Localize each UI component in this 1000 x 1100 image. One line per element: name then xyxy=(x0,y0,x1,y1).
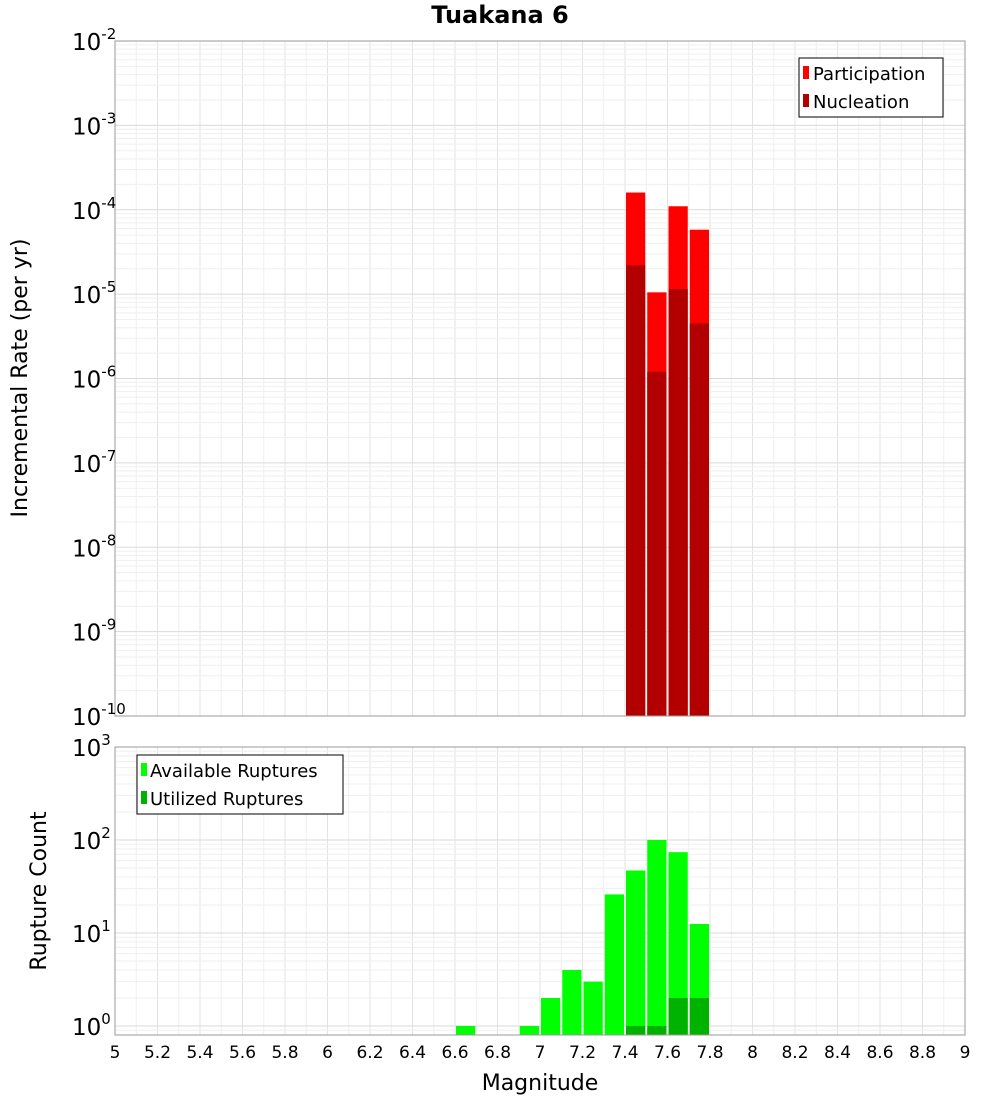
x-tick-label: 8.8 xyxy=(909,1043,936,1063)
bar-available-ruptures xyxy=(604,894,624,1035)
count-y-tick-label: 101 xyxy=(72,917,111,948)
rate-y-tick-label: 10-4 xyxy=(72,194,116,225)
rate-legend: Participation Nucleation xyxy=(798,57,944,118)
bar-utilized-ruptures xyxy=(647,1025,667,1035)
bar-available-ruptures xyxy=(583,981,603,1035)
x-tick-label: 6.8 xyxy=(484,1043,511,1063)
rate-y-tick-label: 10-9 xyxy=(72,616,116,647)
bar-nucleation xyxy=(668,289,688,716)
rate-y-ticks: 10-10 10-9 10-8 10-7 10-6 10-5 10-4 10-3 10-2 xyxy=(72,25,126,731)
count-legend-box xyxy=(136,754,344,815)
legend-swatch-participation xyxy=(803,66,809,79)
x-tick-label: 8 xyxy=(747,1043,758,1063)
x-tick-label: 6.6 xyxy=(441,1043,468,1063)
rate-bars xyxy=(626,192,709,717)
bar-nucleation xyxy=(647,371,667,716)
bar-utilized-ruptures xyxy=(668,997,688,1035)
count-bars xyxy=(456,839,709,1035)
rate-legend-box xyxy=(798,57,944,118)
count-y-ticks: 100 101 102 103 xyxy=(72,731,111,1041)
count-y-tick-label: 103 xyxy=(72,731,111,762)
rate-y-tick-label: 10-2 xyxy=(72,25,116,56)
x-tick-label: 7.4 xyxy=(611,1043,638,1063)
rate-plot-frame xyxy=(114,40,966,717)
x-tick-label: 5.6 xyxy=(229,1043,256,1063)
x-tick-label: 5.4 xyxy=(186,1043,213,1063)
x-tick-label: 6.4 xyxy=(399,1043,426,1063)
legend-label-nucleation: Nucleation xyxy=(813,92,909,113)
legend-label-available: Available Ruptures xyxy=(150,761,318,782)
count-y-axis-label: Rupture Count xyxy=(27,811,52,971)
count-legend: Available Ruptures Utilized Ruptures xyxy=(136,754,344,815)
bar-available-ruptures xyxy=(541,997,561,1035)
x-ticks: 5 5.2 5.4 5.6 5.8 6 6.2 6.4 6.6 6.8 7 7.2 7.4 7.6 7.8 8… xyxy=(110,1043,971,1063)
rate-y-axis-label: Incremental Rate (per yr) xyxy=(8,239,33,518)
legend-swatch-available xyxy=(141,763,147,776)
count-plot: 100 101 102 103 5 5.2 5.4 5.6 5.8 6 6.2 6.4 6.6 6.8 7… xyxy=(27,731,970,1096)
x-tick-label: 7.2 xyxy=(569,1043,596,1063)
legend-label-utilized: Utilized Ruptures xyxy=(150,789,303,810)
count-y-tick-label: 102 xyxy=(72,824,111,855)
bar-available-ruptures xyxy=(519,1025,539,1035)
x-tick-label: 7.6 xyxy=(654,1043,681,1063)
rate-plot: 10-10 10-9 10-8 10-7 10-6 10-5 10-4 10-3 10-2 In… xyxy=(8,25,966,731)
x-tick-label: 9 xyxy=(960,1043,971,1063)
legend-swatch-nucleation xyxy=(803,94,809,107)
legend-label-participation: Participation xyxy=(813,64,925,85)
rate-y-tick-label: 10-10 xyxy=(72,700,126,731)
rate-y-tick-label: 10-8 xyxy=(72,531,116,562)
x-tick-label: 5 xyxy=(110,1043,121,1063)
x-tick-label: 6.2 xyxy=(356,1043,383,1063)
x-tick-label: 7.8 xyxy=(696,1043,723,1063)
count-plot-frame xyxy=(114,746,966,1036)
chart-title: Tuakana 6 xyxy=(431,1,569,29)
bar-nucleation xyxy=(626,265,646,716)
x-tick-label: 7 xyxy=(535,1043,546,1063)
bar-utilized-ruptures xyxy=(689,997,709,1035)
x-tick-label: 8.2 xyxy=(781,1043,808,1063)
rate-grid xyxy=(115,41,965,716)
rate-y-tick-label: 10-7 xyxy=(72,447,116,478)
rate-y-tick-label: 10-3 xyxy=(72,109,116,140)
x-tick-label: 8.4 xyxy=(824,1043,851,1063)
bar-available-ruptures xyxy=(562,969,582,1035)
x-tick-label: 8.6 xyxy=(866,1043,893,1063)
rate-y-tick-label: 10-5 xyxy=(72,278,116,309)
x-tick-label: 6 xyxy=(322,1043,333,1063)
bar-available-ruptures xyxy=(626,870,646,1035)
x-tick-label: 5.8 xyxy=(271,1043,298,1063)
rate-y-tick-label: 10-6 xyxy=(72,363,116,394)
bar-available-ruptures xyxy=(456,1025,476,1035)
bar-utilized-ruptures xyxy=(626,1025,646,1035)
legend-swatch-utilized xyxy=(141,791,147,804)
count-y-tick-label: 100 xyxy=(72,1010,111,1041)
x-tick-label: 5.2 xyxy=(144,1043,171,1063)
bar-available-ruptures xyxy=(647,839,667,1035)
x-axis-label: Magnitude xyxy=(482,1071,599,1096)
bar-available-ruptures xyxy=(668,852,688,1035)
bar-nucleation xyxy=(689,323,709,716)
